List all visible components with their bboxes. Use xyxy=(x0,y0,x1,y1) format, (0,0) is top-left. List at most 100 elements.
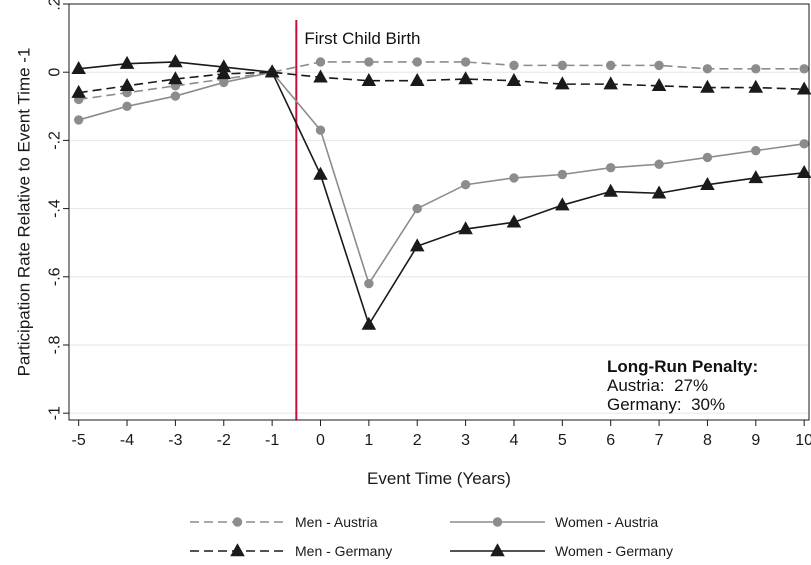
x-axis-title: Event Time (Years) xyxy=(367,469,511,488)
series-point xyxy=(509,173,519,183)
x-tick-label: 4 xyxy=(510,432,519,449)
series-point xyxy=(460,180,471,190)
series-point xyxy=(409,72,425,86)
series-point xyxy=(748,170,764,184)
series-point xyxy=(654,60,664,71)
series-group xyxy=(71,54,811,330)
series-point xyxy=(364,278,374,289)
series-point xyxy=(702,152,713,163)
series-point xyxy=(364,57,374,67)
legend-marker xyxy=(490,543,505,557)
legend-item-men-germany: Men - Germany xyxy=(190,543,392,559)
legend-item-women-germany: Women - Germany xyxy=(450,543,673,559)
x-tick-label: 2 xyxy=(413,432,422,449)
series-point xyxy=(73,115,84,125)
x-tick-label: 9 xyxy=(751,432,760,449)
series-point xyxy=(122,101,132,111)
x-tick-label: -2 xyxy=(217,432,231,449)
series-point xyxy=(605,162,616,173)
legend-marker xyxy=(230,543,245,557)
legend-marker xyxy=(492,517,503,527)
x-tick-label: -3 xyxy=(168,432,182,449)
long-run-penalty-annotation: Long-Run Penalty: Austria: 27% Germany: … xyxy=(607,357,758,414)
series-point xyxy=(651,78,667,92)
series-point xyxy=(409,238,425,252)
series-point xyxy=(506,72,522,86)
x-tick-label: 8 xyxy=(703,432,712,449)
annotation-title: Long-Run Penalty: xyxy=(607,357,758,376)
x-tick-label: -4 xyxy=(120,432,134,449)
series-point xyxy=(700,79,715,93)
legend-marker xyxy=(232,517,243,527)
series-point xyxy=(700,176,715,190)
series-line xyxy=(78,61,805,101)
x-tick-label: 3 xyxy=(461,432,470,449)
series-point xyxy=(458,71,473,85)
y-tick-label: -1 xyxy=(47,406,64,420)
series-point xyxy=(119,55,135,69)
series-point xyxy=(315,57,326,67)
legend-item-women-austria: Women - Austria xyxy=(450,514,658,530)
series-point xyxy=(168,71,183,85)
series-point xyxy=(605,60,616,71)
legend: Men - Austria Women - Austria Men - German… xyxy=(190,514,673,559)
event-line-label: First Child Birth xyxy=(304,29,420,48)
series-point xyxy=(506,214,522,228)
y-tick-label: -.6 xyxy=(47,267,64,286)
series-point xyxy=(509,60,519,71)
series-point xyxy=(412,57,422,67)
series-point xyxy=(219,77,229,88)
series-point xyxy=(751,145,761,156)
series-point xyxy=(751,64,761,74)
x-tick-label: 6 xyxy=(606,432,615,449)
series-point xyxy=(71,61,86,75)
series-point xyxy=(799,64,809,74)
series-point xyxy=(799,139,809,149)
series-line xyxy=(78,61,805,327)
x-axis: -5 -4 -3 -2 -1 0 1 2 3 4 5 6 7 8 9 10 xyxy=(72,420,811,449)
series-point xyxy=(748,79,764,93)
series-point xyxy=(651,185,667,199)
series-point xyxy=(557,60,568,71)
series-point xyxy=(603,183,618,197)
series-point xyxy=(71,84,86,98)
series-point xyxy=(458,221,473,235)
x-tick-label: -1 xyxy=(265,432,279,449)
series-point xyxy=(702,64,713,74)
x-tick-label: 7 xyxy=(655,432,664,449)
series-point xyxy=(654,159,664,169)
legend-item-men-austria: Men - Austria xyxy=(190,514,378,530)
series-point xyxy=(315,125,326,135)
series-point xyxy=(555,76,570,90)
series-point xyxy=(264,64,280,78)
series-point xyxy=(119,78,135,92)
y-axis-title: Participation Rate Relative to Event Tim… xyxy=(15,48,34,377)
series-point xyxy=(313,166,328,180)
legend-label: Women - Germany xyxy=(555,543,673,559)
x-tick-label: 10 xyxy=(795,432,811,449)
x-tick-label: 1 xyxy=(364,432,373,449)
series-point xyxy=(796,81,811,95)
series-point xyxy=(460,57,471,67)
series-point xyxy=(361,316,377,330)
series-point xyxy=(216,66,232,80)
series-point xyxy=(412,203,422,214)
series-point xyxy=(557,169,568,180)
legend-label: Men - Austria xyxy=(295,514,378,530)
series-point xyxy=(216,59,232,73)
y-axis: .2 0 -.2 -.4 -.6 -.8 -1 xyxy=(47,0,69,420)
y-tick-label: -.2 xyxy=(47,131,64,150)
x-tick-label: -5 xyxy=(72,432,86,449)
series-line xyxy=(78,71,805,94)
y-tick-label: .2 xyxy=(47,0,64,11)
series-point xyxy=(168,54,183,68)
series-women-germany xyxy=(71,54,811,330)
annotation-germany: Germany: 30% xyxy=(607,395,725,414)
series-line xyxy=(78,71,805,286)
annotation-austria: Austria: 27% xyxy=(607,376,708,395)
y-tick-label: 0 xyxy=(47,68,64,77)
x-tick-label: 5 xyxy=(558,432,567,449)
plot-frame xyxy=(68,3,810,421)
